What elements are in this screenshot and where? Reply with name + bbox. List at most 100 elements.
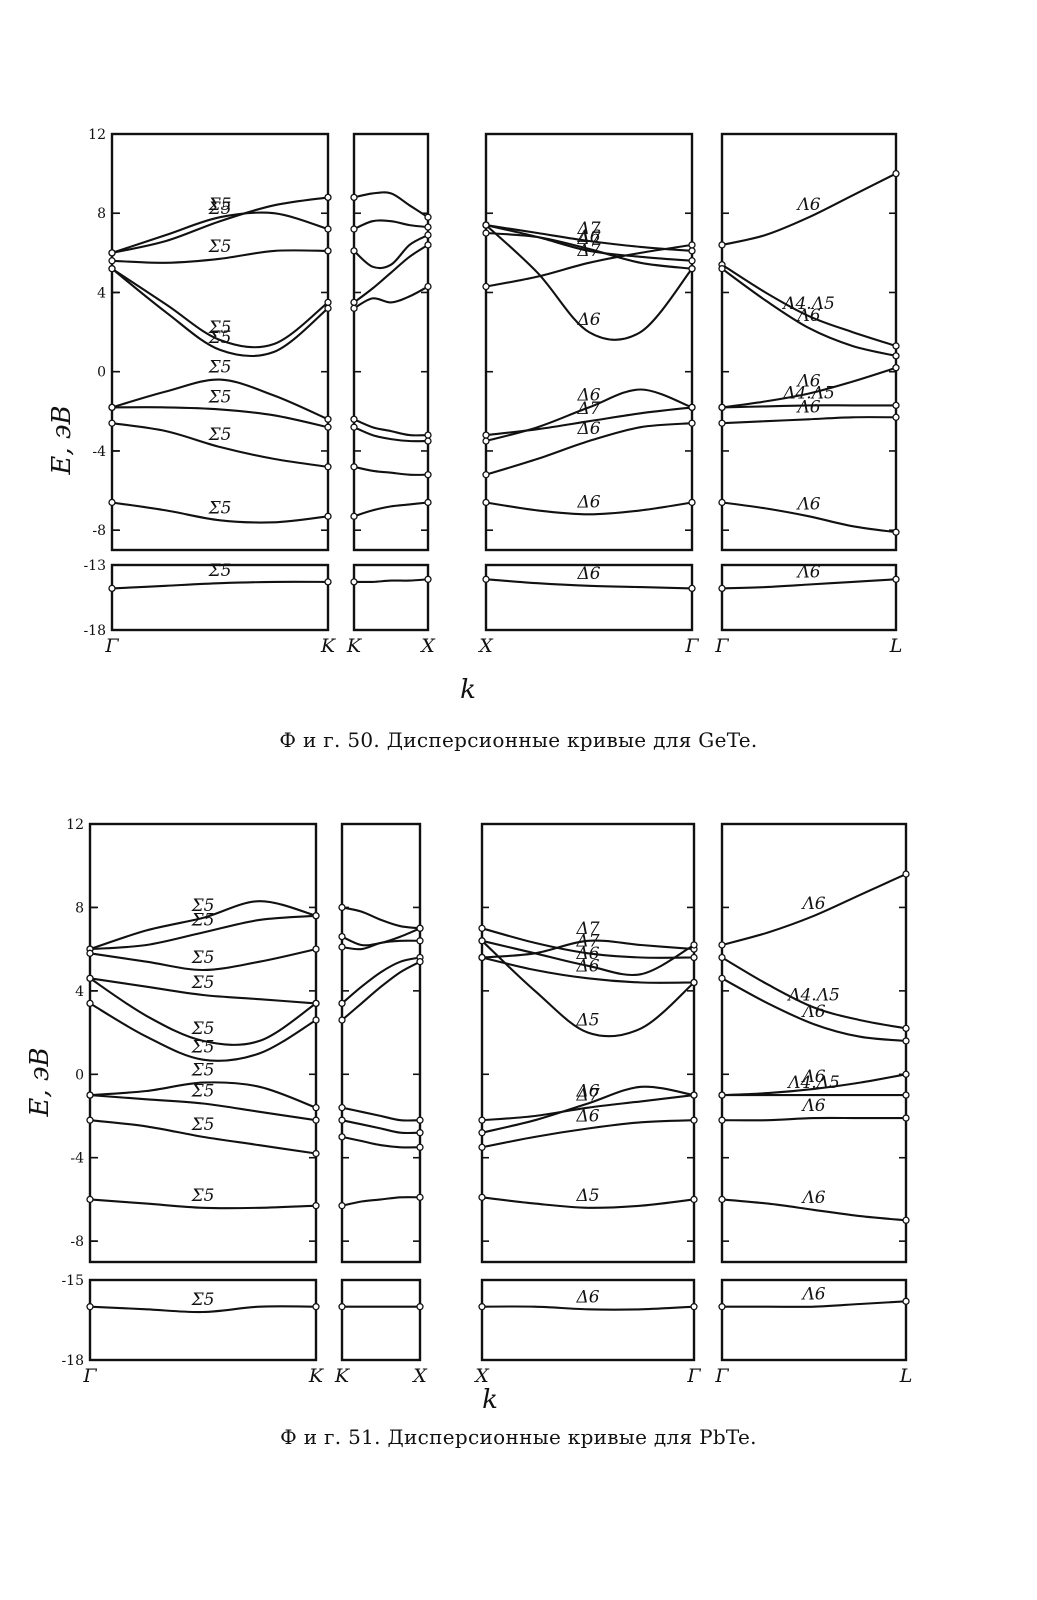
panel-frame-upper <box>720 132 898 552</box>
band-label: Δ7 <box>575 931 599 951</box>
band-label: Λ4.Λ5 <box>781 383 835 403</box>
band-label: Σ5 <box>208 318 232 338</box>
band-curve <box>88 1002 318 1062</box>
band-label: Σ5 <box>191 896 215 916</box>
band-curve <box>484 243 694 288</box>
band-endpoint <box>416 1143 424 1151</box>
band-endpoint <box>478 1129 486 1137</box>
band-endpoint <box>690 953 698 962</box>
band-endpoint <box>324 578 332 586</box>
band-endpoint <box>108 257 116 265</box>
band-endpoint <box>312 1303 320 1311</box>
band-endpoint <box>902 1216 910 1224</box>
band-label: Δ6 <box>576 564 600 584</box>
k-point-label: Γ <box>684 635 699 657</box>
band-endpoint <box>690 1091 698 1099</box>
k-point-label: K <box>346 635 363 657</box>
k-point-label: Γ <box>82 1365 97 1387</box>
band-endpoint <box>690 941 698 949</box>
band-endpoint <box>690 1303 698 1311</box>
band-endpoint <box>350 298 358 307</box>
panel-frame-upper <box>88 822 318 1264</box>
band-endpoint <box>338 932 346 941</box>
band-label: Λ6 <box>800 1096 825 1116</box>
band-curve <box>720 1073 908 1097</box>
band-endpoint <box>688 241 696 249</box>
band-curve <box>352 418 430 437</box>
band-endpoint <box>312 999 320 1008</box>
band-endpoint <box>338 1202 346 1210</box>
band-label: Λ4.Λ5 <box>786 1073 840 1093</box>
panel-frame-lower <box>340 1278 422 1362</box>
band-endpoint <box>324 247 332 255</box>
k-point-label: K <box>308 1365 325 1387</box>
band-label: Λ6 <box>795 195 820 215</box>
band-curve <box>720 578 898 590</box>
band-label: Σ5 <box>208 358 232 378</box>
band-endpoint <box>902 870 910 878</box>
band-endpoint <box>482 437 490 445</box>
panel-frame-lower <box>484 563 694 632</box>
panel-1-curves <box>350 191 432 586</box>
band-endpoint <box>902 1297 910 1305</box>
band-curve <box>480 927 696 959</box>
y-axis-label: E, эВ <box>25 1047 55 1117</box>
band-endpoint <box>892 342 900 350</box>
band-endpoint <box>718 974 726 982</box>
band-endpoint <box>892 352 900 360</box>
band-endpoint <box>86 1091 94 1099</box>
band-endpoint <box>416 958 424 966</box>
band-label: Δ6 <box>575 1107 599 1127</box>
k-point-label: L <box>899 1365 913 1387</box>
band-curve <box>720 1300 908 1308</box>
band-label: Σ5 <box>208 387 232 407</box>
band-endpoint <box>688 403 696 412</box>
band-label: Σ5 <box>208 561 232 581</box>
panel-frame-lower <box>352 563 430 632</box>
band-endpoint <box>350 423 358 431</box>
band-endpoint <box>482 471 490 479</box>
band-curve <box>88 1094 318 1122</box>
y-tick-label: 12 <box>88 127 106 143</box>
band-endpoint <box>478 953 486 962</box>
band-label: Δ6 <box>576 385 600 405</box>
band-curve <box>340 1196 422 1207</box>
y-tick-label: -8 <box>70 1234 84 1250</box>
band-curve <box>352 465 430 476</box>
band-endpoint <box>902 1024 910 1033</box>
band-curve <box>88 948 318 972</box>
band-endpoint <box>688 419 696 427</box>
band-label: Σ5 <box>191 948 215 968</box>
band-curve <box>88 1305 318 1314</box>
band-label: Σ5 <box>191 1186 215 1206</box>
band-endpoint <box>424 241 432 249</box>
band-label: Δ5 <box>575 1186 599 1206</box>
band-label: Σ5 <box>191 973 215 993</box>
band-endpoint <box>718 265 726 273</box>
band-curve <box>340 939 422 951</box>
band-curve <box>484 501 694 516</box>
band-endpoint <box>108 419 116 427</box>
x-axis-label: k <box>482 1385 498 1415</box>
band-curve <box>340 1135 422 1149</box>
band-endpoint <box>108 403 116 412</box>
band-endpoint <box>718 941 726 949</box>
band-endpoint <box>86 1303 94 1311</box>
band-endpoint <box>718 584 726 593</box>
band-endpoint <box>892 364 900 372</box>
band-endpoint <box>350 578 358 586</box>
band-curve <box>484 578 694 590</box>
band-endpoint <box>86 949 94 957</box>
band-endpoint <box>86 974 94 982</box>
band-curve <box>720 416 898 425</box>
band-endpoint <box>416 1303 424 1311</box>
band-curve <box>110 378 330 421</box>
band-label: Λ6 <box>795 397 820 417</box>
band-curve <box>480 1085 696 1134</box>
band-endpoint <box>108 584 116 593</box>
band-endpoint <box>424 282 432 291</box>
y-tick-label: 4 <box>75 984 84 1000</box>
y-tick-label: -13 <box>83 558 106 574</box>
band-curve <box>484 224 694 252</box>
